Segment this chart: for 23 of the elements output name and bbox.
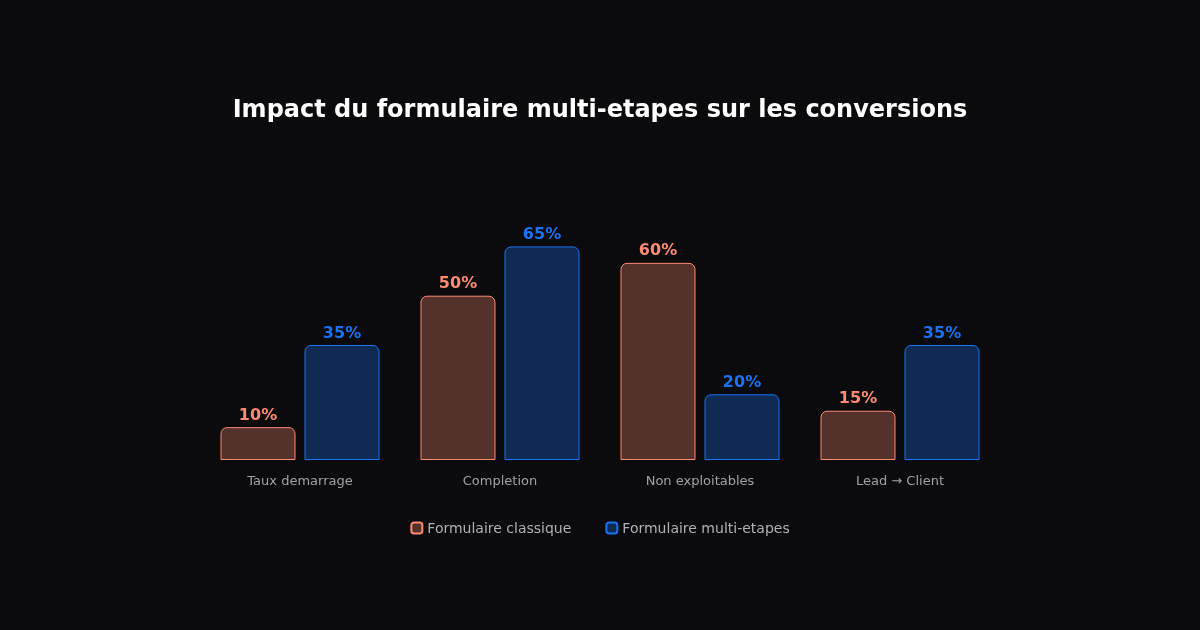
bar bbox=[704, 394, 780, 460]
bar bbox=[820, 410, 896, 460]
x-tick-label: Non exploitables bbox=[645, 473, 755, 488]
bar bbox=[504, 246, 580, 460]
data-label: 65% bbox=[522, 223, 562, 243]
x-tick-label: Taux demarrage bbox=[246, 473, 353, 488]
bar bbox=[620, 262, 696, 460]
bar bbox=[420, 295, 496, 460]
chart-title: Impact du formulaire multi-etapes sur les conversions bbox=[232, 95, 968, 123]
legend-label: Formulaire classique bbox=[427, 520, 572, 536]
bar bbox=[904, 345, 980, 460]
data-label: 35% bbox=[922, 322, 962, 342]
data-label: 10% bbox=[238, 404, 278, 424]
bar bbox=[304, 345, 380, 460]
data-label: 35% bbox=[322, 322, 362, 342]
x-tick-label: Completion bbox=[462, 473, 538, 488]
x-tick-label: Lead → Client bbox=[855, 473, 945, 488]
data-label: 50% bbox=[438, 273, 478, 293]
data-label: 60% bbox=[638, 240, 678, 260]
bar bbox=[220, 427, 296, 460]
data-label: 20% bbox=[722, 371, 762, 391]
legend-label: Formulaire multi-etapes bbox=[622, 520, 790, 536]
data-label: 15% bbox=[838, 388, 878, 408]
